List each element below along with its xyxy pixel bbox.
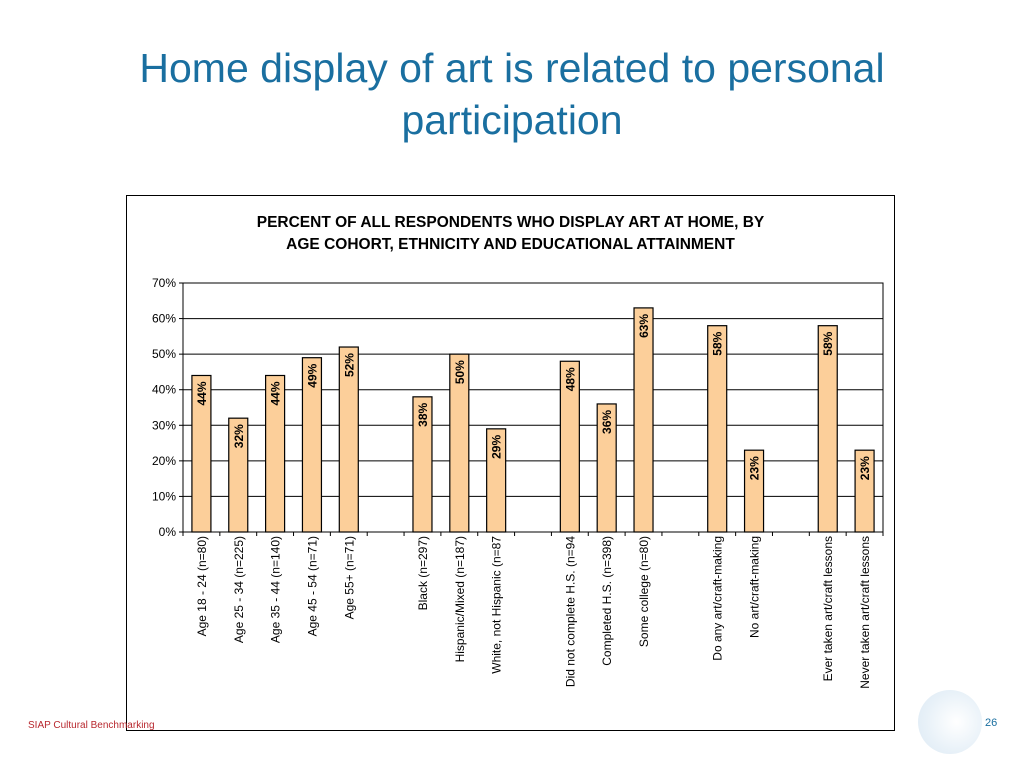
data-label: 44% (269, 381, 283, 405)
bar (228, 417, 249, 533)
data-label: 50% (453, 360, 467, 384)
data-label: 23% (748, 456, 762, 480)
bar (633, 307, 654, 533)
bar (707, 325, 728, 533)
page-number: 26 (985, 717, 998, 729)
y-tick-label: 70% (152, 276, 176, 290)
chart-title-line-1: PERCENT OF ALL RESPONDENTS WHO DISPLAY A… (256, 214, 765, 231)
x-category-label: Do any art/craft-making (711, 536, 725, 661)
data-label: 58% (711, 331, 725, 355)
x-category-label: Some college (n=80) (637, 536, 651, 647)
plot-area (182, 282, 884, 533)
bar (449, 353, 470, 533)
x-category-label: No art/craft-making (748, 536, 762, 638)
data-label: 38% (416, 403, 430, 427)
x-category-label: Ever taken art/craft lessons (821, 536, 835, 681)
y-tick-label: 50% (152, 347, 176, 361)
x-category-label: Hispanic/Mixed (n=187) (453, 536, 467, 662)
decorative-circle (918, 690, 982, 754)
chart-frame: PERCENT OF ALL RESPONDENTS WHO DISPLAY A… (126, 195, 895, 731)
x-category-label: Black (n=297) (416, 536, 430, 610)
data-label: 29% (490, 435, 504, 459)
bar (743, 449, 765, 533)
data-label: 23% (858, 456, 872, 480)
y-tick-label: 60% (152, 312, 176, 326)
y-tick-label: 0% (159, 525, 177, 539)
bar (338, 346, 359, 533)
slide-title: Home display of art is related to person… (139, 45, 885, 143)
x-category-label: Age 18 - 24 (n=80) (195, 536, 209, 636)
data-label: 52% (342, 353, 356, 377)
bar (412, 396, 433, 533)
data-label: 44% (195, 381, 209, 405)
x-category-label: Never taken art/craft lessons (858, 536, 872, 689)
x-category-label: Age 45 - 54 (n=71) (305, 536, 319, 636)
bar (596, 403, 617, 533)
y-tick-label: 30% (152, 418, 176, 432)
chart-title: PERCENT OF ALL RESPONDENTS WHO DISPLAY A… (127, 212, 894, 256)
data-label: 58% (821, 331, 835, 355)
data-label: 49% (305, 363, 319, 387)
data-label: 63% (637, 314, 651, 338)
x-category-label: Age 55+ (n=71) (342, 536, 356, 619)
bar (191, 374, 212, 533)
y-tick-label: 40% (152, 383, 176, 397)
x-category-label: Age 35 - 44 (n=140) (269, 536, 283, 643)
bar (559, 360, 580, 533)
chart-title-line-2: AGE COHORT, ETHNICITY AND EDUCATIONAL AT… (286, 236, 735, 253)
footer-text: SIAP Cultural Benchmarking (28, 720, 155, 731)
x-category-label: Completed H.S. (n=398) (600, 536, 614, 666)
bar (265, 374, 286, 533)
data-label: 32% (232, 424, 246, 448)
bar (486, 428, 507, 533)
x-category-label: Did not complete H.S. (n=94 (563, 536, 577, 687)
x-category-label: White, not Hispanic (n=87 (490, 536, 504, 674)
y-tick-label: 20% (152, 454, 176, 468)
data-label: 48% (563, 367, 577, 391)
data-label: 36% (600, 410, 614, 434)
bar (301, 357, 323, 533)
y-tick-label: 10% (152, 489, 176, 503)
bar (817, 325, 838, 533)
x-category-label: Age 25 - 34 (n=225) (232, 536, 246, 643)
bar (854, 449, 875, 533)
